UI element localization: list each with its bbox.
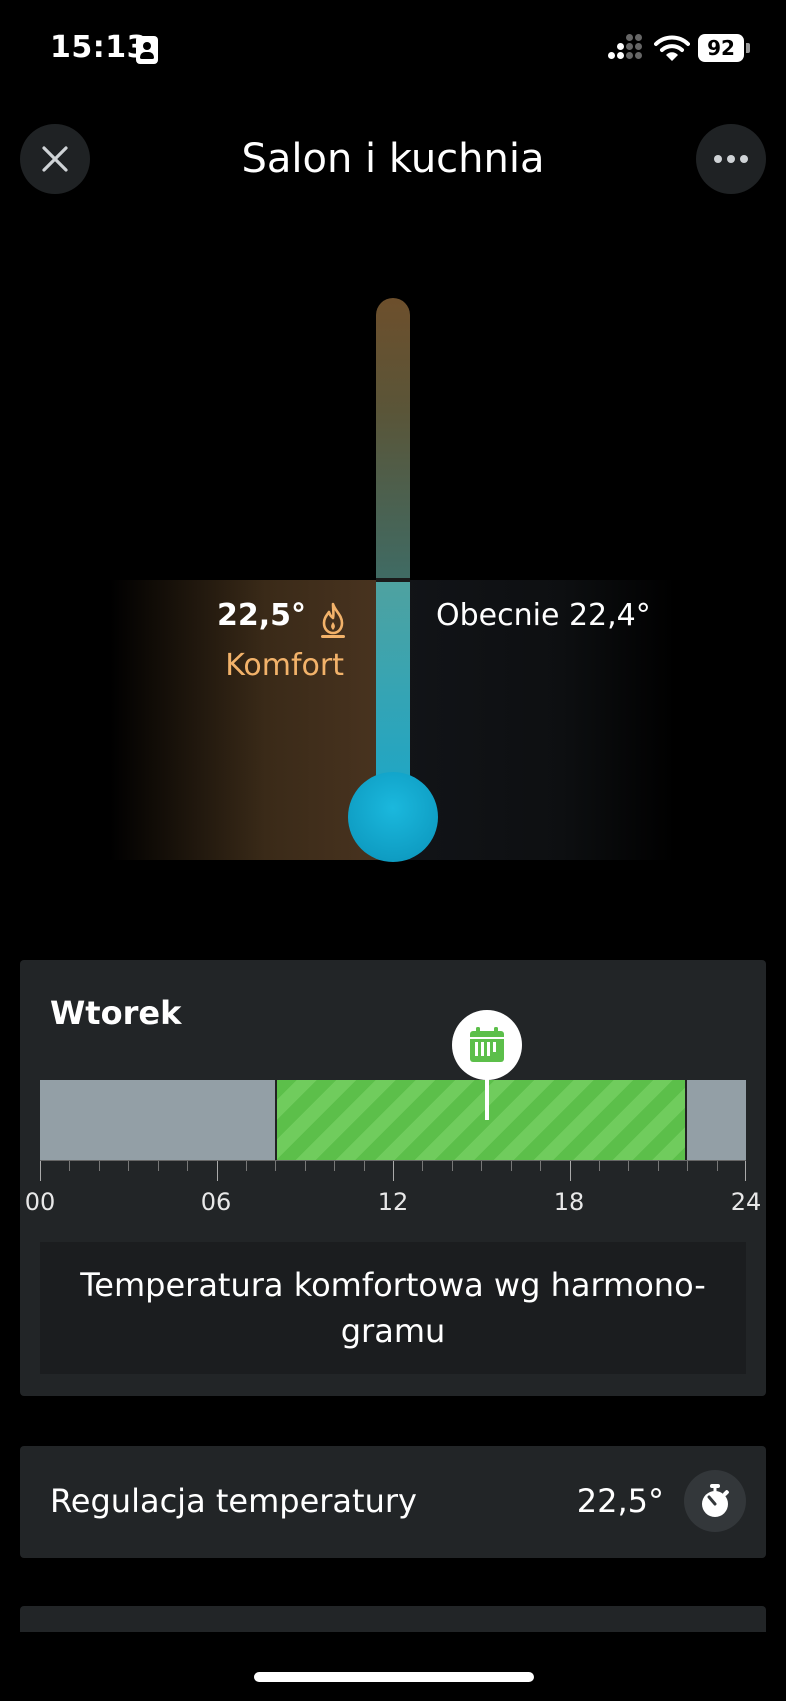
timeline-tick	[157, 1161, 159, 1171]
cellular-signal-icon	[608, 34, 644, 64]
schedule-segment-economy	[687, 1080, 746, 1160]
current-time-marker[interactable]	[452, 1010, 523, 1080]
schedule-segment-comfort	[275, 1080, 688, 1160]
calendar-icon	[470, 1027, 505, 1062]
timeline-tick	[569, 1161, 571, 1181]
set-temperature: 22,5°	[216, 598, 306, 633]
tick-label: 18	[553, 1188, 585, 1216]
timer-icon	[702, 1484, 729, 1517]
timeline-tick	[422, 1161, 424, 1171]
schedule-timeline[interactable]	[40, 1080, 746, 1160]
timeline-tick	[216, 1161, 218, 1181]
timeline-tick	[510, 1161, 512, 1171]
close-icon	[42, 146, 68, 172]
status-time: 15:13	[50, 30, 148, 65]
temperature-regulation-row[interactable]: Regulacja temperatury 22,5°	[20, 1446, 766, 1558]
regulation-label: Regulacja temperatury	[50, 1482, 417, 1520]
timeline-tick	[598, 1161, 600, 1171]
thermometer-tube[interactable]	[376, 298, 410, 580]
battery-indicator: 92	[698, 34, 750, 62]
tick-label: 24	[730, 1188, 762, 1216]
timeline-tick	[481, 1161, 483, 1171]
timeline-tick	[745, 1161, 746, 1181]
current-glow	[393, 580, 676, 860]
tick-label: 12	[377, 1188, 409, 1216]
timeline-tick	[98, 1161, 100, 1171]
tick-label: 06	[200, 1188, 232, 1216]
more-icon	[714, 155, 748, 163]
timeline-ticks	[40, 1160, 746, 1183]
timeline-tick	[304, 1161, 306, 1171]
schedule-message: Temperatura komfortowa wg harmono-gramu	[40, 1242, 746, 1374]
regulation-value: 22,5°	[576, 1482, 664, 1520]
timeline-tick	[540, 1161, 542, 1171]
timeline-tick	[40, 1161, 41, 1181]
flame-icon	[321, 602, 345, 638]
setpoint-line	[376, 578, 410, 582]
schedule-card[interactable]: Wtorek 00 06 12 18 24 Temperatura komfor…	[20, 960, 766, 1396]
mode-label: Komfort	[225, 648, 344, 683]
timeline-tick	[628, 1161, 630, 1171]
close-button[interactable]	[20, 124, 90, 194]
timeline-tick	[334, 1161, 336, 1171]
heat-glow	[110, 580, 393, 860]
wifi-icon	[654, 35, 690, 61]
next-card-peek	[20, 1606, 766, 1632]
timeline-tick	[716, 1161, 718, 1171]
schedule-day: Wtorek	[50, 994, 182, 1032]
timeline-tick	[657, 1161, 659, 1171]
timeline-tick	[363, 1161, 365, 1171]
current-temperature: Obecnie 22,4°	[436, 598, 651, 633]
more-options-button[interactable]	[696, 124, 766, 194]
timeline-tick	[69, 1161, 71, 1171]
tick-label: 00	[24, 1188, 56, 1216]
thermometer-fill	[376, 582, 410, 792]
schedule-segment-economy	[40, 1080, 276, 1160]
page-title: Salon i kuchnia	[241, 136, 545, 182]
timeline-tick	[187, 1161, 189, 1171]
home-indicator[interactable]	[254, 1672, 534, 1682]
timeline-tick	[451, 1161, 453, 1171]
timer-button[interactable]	[684, 1470, 746, 1532]
timeline-tick	[393, 1161, 394, 1181]
thermometer-bulb	[348, 772, 438, 862]
timeline-tick	[245, 1161, 247, 1171]
timeline-tick	[687, 1161, 689, 1171]
contact-card-icon	[136, 36, 158, 64]
timeline-tick	[275, 1161, 277, 1171]
timeline-tick	[128, 1161, 130, 1171]
